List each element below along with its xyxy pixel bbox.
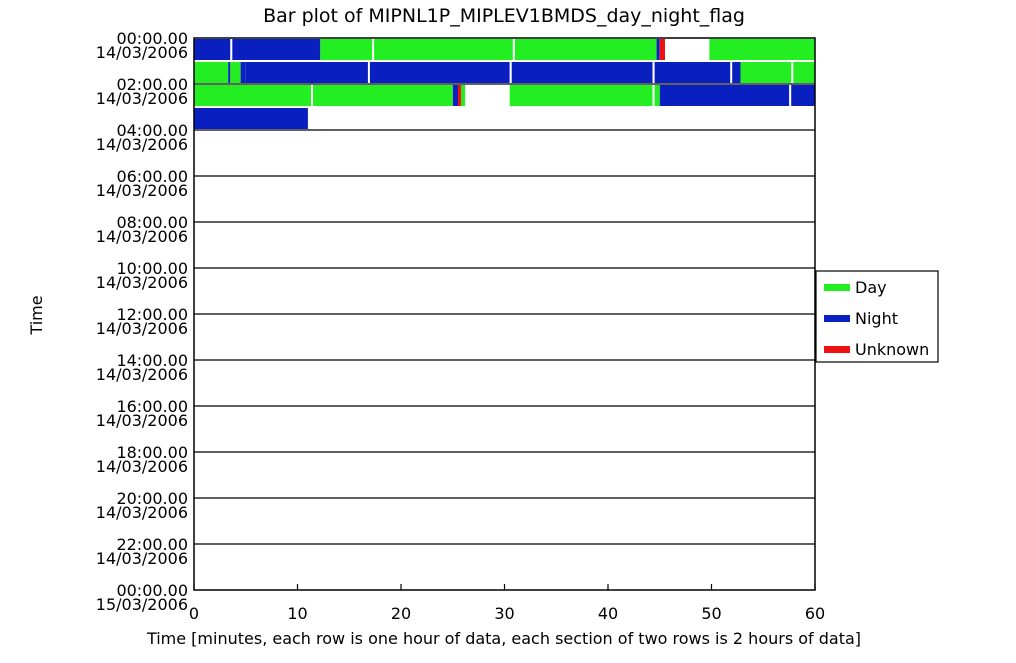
legend-label-unknown: Unknown (855, 340, 929, 359)
legend: Day Night Unknown (815, 270, 939, 363)
bar-segment-day (320, 39, 373, 60)
y-tick-time: 20:00.00 (116, 489, 188, 508)
bar-segment-day (654, 85, 660, 106)
y-tick-time: 04:00.00 (116, 121, 188, 140)
bar-segment-day (740, 62, 792, 83)
bar-segment-night (194, 39, 231, 60)
bar-segments-layer (194, 39, 815, 129)
y-tick-time: 06:00.00 (116, 167, 188, 186)
y-tick-time: 02:00.00 (116, 75, 188, 94)
legend-swatch-night (824, 315, 850, 322)
y-tick-date: 15/03/2006 (96, 595, 188, 614)
y-tick-date: 14/03/2006 (96, 457, 188, 476)
y-tick-time: 18:00.00 (116, 443, 188, 462)
legend-label-night: Night (855, 309, 898, 328)
y-axis-label: Time (27, 295, 46, 335)
bar-segment-unknown (659, 39, 665, 60)
y-tick-date: 14/03/2006 (96, 365, 188, 384)
bar-segment-night (654, 62, 731, 83)
x-tick-labels-layer: 0 10 20 30 40 50 60 (189, 584, 825, 623)
y-tick-date: 14/03/2006 (96, 411, 188, 430)
bar-segment-night (791, 85, 815, 106)
x-tick-label: 40 (598, 604, 618, 623)
bar-segment-day (709, 39, 815, 60)
x-tick-label: 30 (494, 604, 514, 623)
y-tick-date: 14/03/2006 (96, 89, 188, 108)
bar-segment-day (509, 85, 653, 106)
y-tick-time: 12:00.00 (116, 305, 188, 324)
bar-segment-night (452, 85, 458, 106)
bar-segment-day (461, 85, 466, 106)
chart-title: Bar plot of MIPNL1P_MIPLEV1BMDS_day_nigh… (263, 5, 745, 27)
bar-segment-night (232, 39, 321, 60)
bar-segment-night (245, 62, 368, 83)
y-tick-date: 14/03/2006 (96, 319, 188, 338)
legend-swatch-unknown (824, 346, 850, 353)
y-tick-time: 00:00.00 (116, 29, 188, 48)
y-tick-time: 10:00.00 (116, 259, 188, 278)
bar-segment-unknown (457, 85, 461, 106)
y-tick-date: 14/03/2006 (96, 227, 188, 246)
plot-frame (193, 37, 816, 591)
bar-segment-day (313, 85, 453, 106)
x-tick-label: 60 (805, 604, 825, 623)
y-tick-time: 00:00.00 (116, 581, 188, 600)
y-tick-time: 14:00.00 (116, 351, 188, 370)
x-tick-label: 10 (287, 604, 307, 623)
y-tick-date: 14/03/2006 (96, 43, 188, 62)
bar-segment-night (228, 62, 231, 83)
bar-segment-night (732, 62, 741, 83)
y-tick-date: 14/03/2006 (96, 273, 188, 292)
bar-segment-day (194, 62, 229, 83)
legend-swatch-day (824, 284, 850, 291)
x-tick-label: 0 (189, 604, 199, 623)
bar-segment-night (656, 39, 660, 60)
y-tick-time: 22:00.00 (116, 535, 188, 554)
y-tick-labels-layer: 00:00.0014/03/200602:00.0014/03/200604:0… (96, 29, 188, 614)
bar-segment-day (514, 39, 657, 60)
y-tick-date: 14/03/2006 (96, 549, 188, 568)
bar-segment-day (230, 62, 241, 83)
bar-segment-night (369, 62, 510, 83)
y-tick-time: 16:00.00 (116, 397, 188, 416)
bar-segment-day (793, 62, 815, 83)
bar-segment-day (194, 85, 311, 106)
bar-segment-night (511, 62, 653, 83)
y-tick-date: 14/03/2006 (96, 503, 188, 522)
x-tick-label: 20 (391, 604, 411, 623)
y-tick-date: 14/03/2006 (96, 135, 188, 154)
y-tick-time: 08:00.00 (116, 213, 188, 232)
gridlines-layer (194, 83, 815, 545)
bar-segment-night (194, 108, 308, 129)
y-tick-date: 14/03/2006 (96, 181, 188, 200)
bar-segment-night (240, 62, 246, 83)
bar-segment-day (374, 39, 513, 60)
legend-label-day: Day (855, 278, 887, 297)
x-tick-label: 50 (701, 604, 721, 623)
x-axis-label: Time [minutes, each row is one hour of d… (146, 629, 861, 648)
bar-segment-night (664, 85, 790, 106)
bar-segment-night (659, 85, 665, 106)
